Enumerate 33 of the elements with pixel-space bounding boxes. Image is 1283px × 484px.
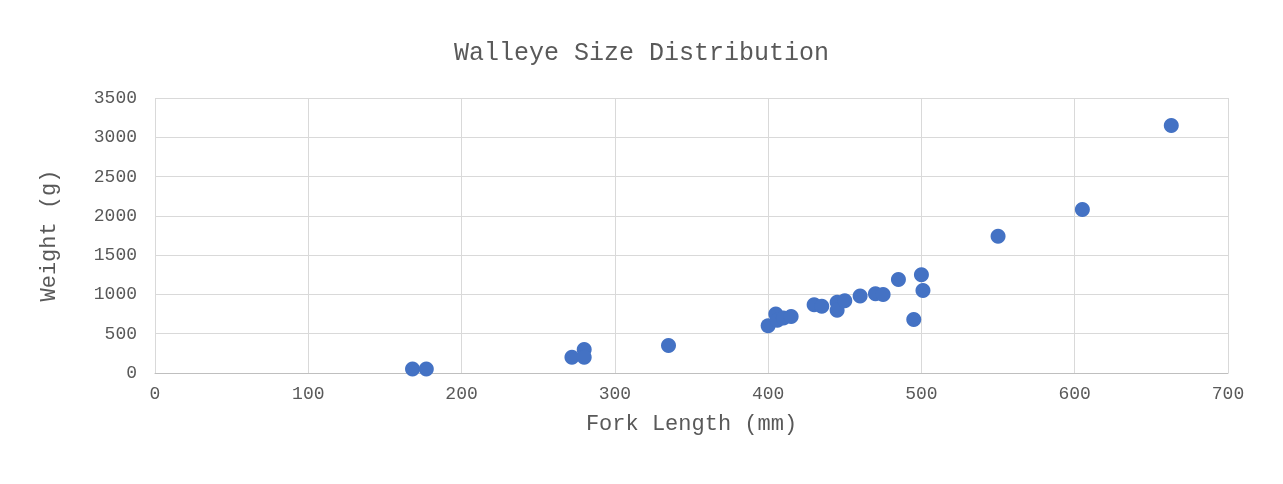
y-tick-label: 500 xyxy=(104,323,137,344)
x-tick-label: 200 xyxy=(445,384,478,404)
y-tick-label: 2500 xyxy=(93,166,137,187)
y-tick-label: 1000 xyxy=(93,284,137,305)
point xyxy=(1074,202,1090,218)
point xyxy=(906,312,922,328)
chart-title: Walleye Size Distribution xyxy=(453,39,830,68)
point xyxy=(915,283,931,298)
point xyxy=(564,349,580,365)
x-tick-label: 600 xyxy=(1058,384,1091,404)
x-tick-label: 400 xyxy=(751,384,785,404)
x-tick-label: 100 xyxy=(292,384,325,404)
y-tick-label: 1500 xyxy=(93,245,137,266)
y-tick-label: 3500 xyxy=(93,88,137,108)
y-tick-label: 2000 xyxy=(93,205,137,226)
point xyxy=(990,228,1006,244)
y-axis-title: Weight (g) xyxy=(36,169,62,302)
point xyxy=(837,293,853,309)
point xyxy=(852,288,868,304)
x-tick-label: 300 xyxy=(598,384,632,404)
point xyxy=(890,272,906,287)
point xyxy=(814,298,830,314)
point xyxy=(1163,118,1179,133)
point xyxy=(405,361,421,377)
x-tick-label: 700 xyxy=(1211,384,1245,404)
point xyxy=(661,338,677,353)
y-tick-label: 0 xyxy=(126,363,137,383)
point xyxy=(418,361,434,377)
x-tick-label: 0 xyxy=(149,384,161,404)
y-tick-label: 3000 xyxy=(93,127,137,148)
x-axis-title: Fork Length (mm) xyxy=(585,411,798,437)
x-tick-label: 500 xyxy=(905,384,938,404)
point xyxy=(913,267,929,283)
